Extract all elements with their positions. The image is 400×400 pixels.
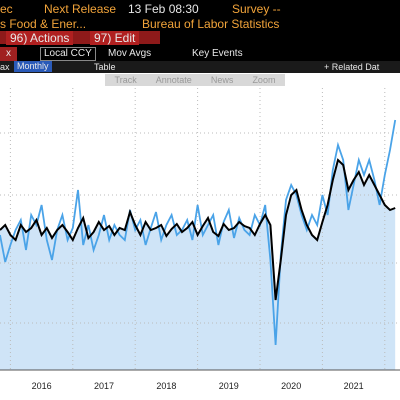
action-bar: 96) Actions 97) Edit — [0, 31, 400, 45]
x-tick-label: 2016 — [32, 381, 52, 391]
actions[interactable]: 96) Actions — [6, 31, 74, 45]
x-tick-label: 2018 — [156, 381, 176, 391]
currency[interactable]: Local CCY — [40, 47, 96, 61]
release-label: Next Release — [44, 2, 117, 16]
chart: 2016 2017 2018 2019 2020 2021 — [0, 73, 400, 400]
series-line — [0, 158, 396, 301]
chart-tool[interactable]: News — [210, 75, 234, 85]
x-tick-label: 2020 — [281, 381, 301, 391]
frequency[interactable]: Monthly — [14, 61, 52, 72]
chart-tool[interactable]: Track — [114, 75, 137, 85]
release-value: 13 Feb 08:30 — [128, 2, 199, 16]
x-tick-label: 2017 — [94, 381, 114, 391]
area — [0, 160, 396, 370]
max[interactable]: ax — [0, 62, 10, 72]
related[interactable]: + Related Dat — [324, 62, 380, 72]
option-bar — [0, 61, 400, 73]
table[interactable]: Table — [94, 62, 116, 72]
chart-tool[interactable]: Annotate — [155, 75, 192, 85]
edit[interactable]: 97) Edit — [90, 31, 140, 45]
source: Bureau of Labor Statistics — [142, 17, 280, 31]
mov-avgs[interactable]: Mov Avgs — [108, 48, 152, 59]
x-tick-label: 2021 — [344, 381, 364, 391]
x-axis-strip — [0, 370, 400, 400]
security: ec — [0, 2, 13, 16]
chart-toolbar: Track Annotate News Zoom — [105, 74, 285, 86]
description: s Food & Ener... — [0, 17, 87, 31]
x-tick-label: 2019 — [219, 381, 239, 391]
field[interactable]: x — [0, 47, 17, 61]
survey: Survey -- — [232, 2, 281, 16]
key-events[interactable]: Key Events — [192, 48, 243, 59]
chart-tool[interactable]: Zoom — [252, 75, 276, 85]
